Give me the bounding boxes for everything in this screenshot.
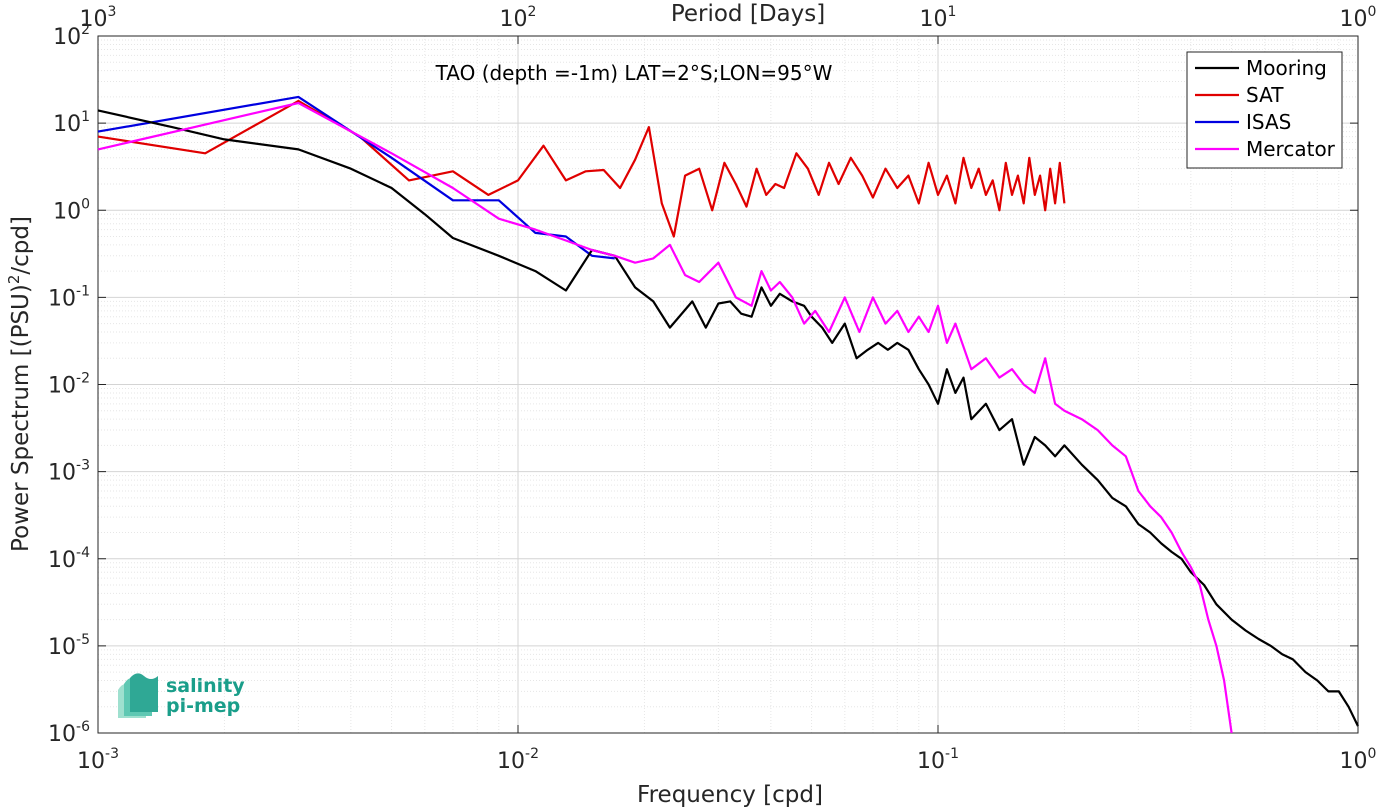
y-tick-label: 10-4 [48,545,90,573]
legend-label-isas: ISAS [1246,110,1291,134]
legend-label-mercator: Mercator [1246,137,1336,161]
top-axis-title: Period [Days] [671,1,825,27]
chart-annotation: TAO (depth =-1m) LAT=2°S;LON=95°W [435,61,833,85]
y-tick-label: 101 [53,109,90,137]
legend: Mooring SAT ISAS Mercator [1186,51,1343,169]
y-tick-label: 10-1 [48,283,90,311]
logo-waves-icon [118,673,158,718]
top-tick-label: 100 [1340,4,1377,32]
grid [97,36,1358,734]
top-tick-label: 103 [80,4,117,32]
x-axis-title: Frequency [cpd] [637,782,823,808]
y-tick-label: 100 [53,196,90,224]
logo-line-1: salinity [166,675,245,697]
series-line-mercator [97,101,1233,734]
y-tick-label: 102 [53,22,90,50]
legend-label-sat: SAT [1246,83,1284,107]
series-line-sat [97,99,1066,238]
series-line-mooring [97,109,1359,727]
x-tick-label: 100 [1340,746,1377,774]
legend-label-mooring: Mooring [1246,56,1327,80]
logo-line-2: pi-mep [166,695,240,717]
x-tick-label: 10-2 [497,746,539,774]
top-tick-label: 102 [500,4,537,32]
x-tick-label: 10-1 [917,746,959,774]
y-tick-label: 10-6 [48,719,90,747]
top-tick-label: 101 [920,4,957,32]
y-tick-label: 10-2 [48,371,90,399]
salinity-pi-mep-logo: salinity pi-mep [118,673,245,718]
y-tick-label: 10-5 [48,632,90,660]
y-tick-label: 10-3 [48,458,90,486]
series-line-isas [97,95,615,260]
x-tick-label: 10-3 [77,746,119,774]
y-axis-title: Power Spectrum [(PSU)2/cpd] [5,216,34,552]
series-layer [97,95,1359,734]
